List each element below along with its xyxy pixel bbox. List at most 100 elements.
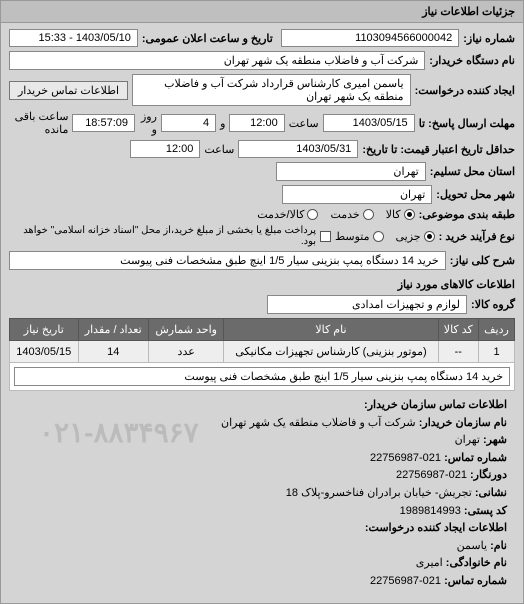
- panel-title: جزئیات اطلاعات نیاز: [422, 6, 515, 18]
- creator-lastname-label: نام خانوادگی:: [446, 557, 507, 569]
- table-row-desc: خرید 14 دستگاه پمپ بنزینی سیار 1/5 اینچ …: [10, 363, 515, 391]
- details-panel: جزئیات اطلاعات نیاز شماره نیاز: 11030945…: [0, 0, 524, 604]
- radio-medium-label: متوسط: [335, 230, 370, 243]
- row-desc-field: خرید 14 دستگاه پمپ بنزینی سیار 1/5 اینچ …: [14, 367, 510, 386]
- creator-section-title: اطلاعات ایجاد کننده درخواست:: [17, 520, 507, 538]
- creator-phone-value: 021-22756987: [370, 575, 441, 587]
- request-number-field: 1103094566000042: [281, 29, 459, 47]
- category-radio-group: کالا خدمت کالا/خدمت: [257, 208, 414, 221]
- day-and-label: روز و: [139, 110, 157, 136]
- row-city: شهر محل تحویل: تهران: [9, 185, 515, 204]
- form-area: شماره نیاز: 1103094566000042 تاریخ و ساع…: [1, 23, 523, 603]
- cell-code: --: [438, 341, 479, 363]
- buyer-org-field: شرکت آب و فاضلاب منطقه یک شهر تهران: [9, 51, 425, 70]
- radio-goods-icon: [404, 209, 415, 220]
- col-code: کد کالا: [438, 319, 479, 341]
- row-deadline: مهلت ارسال پاسخ: تا 1403/05/15 ساعت 12:0…: [9, 110, 515, 136]
- deadline-label: مهلت ارسال پاسخ: تا: [419, 117, 515, 130]
- time-label-2: ساعت: [204, 143, 234, 156]
- items-table: ردیف کد کالا نام کالا واحد شمارش تعداد /…: [9, 318, 515, 391]
- creator-lastname-line: نام خانوادگی: امیری: [17, 555, 507, 573]
- desc-field: خرید 14 دستگاه پمپ بنزینی سیار 1/5 اینچ …: [9, 251, 446, 270]
- buyer-org-label: نام دستگاه خریدار:: [429, 54, 515, 67]
- province-label: استان محل تسلیم:: [430, 165, 515, 178]
- cell-unit: عدد: [148, 341, 224, 363]
- radio-service-label: خدمت: [330, 208, 359, 221]
- col-unit: واحد شمارش: [148, 319, 224, 341]
- cell-idx: 1: [479, 341, 515, 363]
- radio-goods-service[interactable]: کالا/خدمت: [257, 208, 318, 221]
- public-date-field: 1403/05/10 - 15:33: [9, 29, 138, 47]
- radio-service[interactable]: خدمت: [330, 208, 373, 221]
- row-group: گروه کالا: لوازم و تجهیزات امدادی: [9, 295, 515, 314]
- radio-small-icon: [424, 231, 435, 242]
- deadline-time-field: 12:00: [229, 114, 284, 132]
- cell-date: 1403/05/15: [10, 341, 79, 363]
- city-field: تهران: [282, 185, 432, 204]
- radio-service-icon: [363, 209, 374, 220]
- validity-label: حداقل تاریخ اعتبار قیمت: تا تاریخ:: [362, 143, 515, 156]
- cell-qty: 14: [78, 341, 148, 363]
- contact-phone-label: شماره تماس:: [444, 452, 507, 464]
- creator-name-line: نام: یاسمن: [17, 538, 507, 556]
- row-category: طبقه بندی موضوعی: کالا خدمت کالا/خدمت: [9, 208, 515, 221]
- process-label: نوع فرآیند خرید :: [439, 230, 515, 243]
- process-radio-group: جزیی متوسط: [335, 230, 435, 243]
- contact-org-label: نام سازمان خریدار:: [419, 417, 507, 429]
- col-date: تاریخ نیاز: [10, 319, 79, 341]
- col-idx: ردیف: [479, 319, 515, 341]
- row-request-number: شماره نیاز: 1103094566000042 تاریخ و ساع…: [9, 29, 515, 47]
- city-label: شهر محل تحویل:: [436, 188, 515, 201]
- row-validity: حداقل تاریخ اعتبار قیمت: تا تاریخ: 1403/…: [9, 140, 515, 158]
- table-header-row: ردیف کد کالا نام کالا واحد شمارش تعداد /…: [10, 319, 515, 341]
- remaining-label: ساعت باقی مانده: [9, 110, 68, 136]
- contact-fax-label: دورنگار:: [470, 469, 507, 481]
- process-note: پرداخت مبلغ یا بخشی از مبلغ خرید،از محل …: [9, 225, 316, 247]
- contact-address-value: تجریش- خیابان برادران فناخسرو-پلاک 18: [286, 487, 472, 499]
- watermark-phone: ۰۲۱-۸۸۳۴۹۶۷: [39, 411, 199, 456]
- col-qty: تعداد / مقدار: [78, 319, 148, 341]
- creator-name-label: نام:: [490, 540, 507, 552]
- category-label: طبقه بندی موضوعی:: [419, 208, 515, 221]
- items-section-title: اطلاعات کالاهای مورد نیاز: [9, 278, 515, 291]
- group-field: لوازم و تجهیزات امدادی: [267, 295, 467, 314]
- remaining-time-field: 18:57:09: [72, 114, 135, 132]
- creator-phone-label: شماره تماس:: [444, 575, 507, 587]
- contact-address-line: نشانی: تجریش- خیابان برادران فناخسرو-پلا…: [17, 485, 507, 503]
- row-desc-cell: خرید 14 دستگاه پمپ بنزینی سیار 1/5 اینچ …: [10, 363, 515, 391]
- creator-name-value: یاسمن: [457, 540, 487, 552]
- cell-name: (موتور بنزینی) کارشناس تجهیزات مکانیکی: [224, 341, 438, 363]
- creator-lastname-value: امیری: [416, 557, 443, 569]
- radio-goods[interactable]: کالا: [386, 208, 415, 221]
- panel-header: جزئیات اطلاعات نیاز: [1, 1, 523, 23]
- and-label: و: [220, 117, 225, 130]
- time-label-1: ساعت: [289, 117, 319, 130]
- radio-goods-label: کالا: [386, 208, 401, 221]
- group-label: گروه کالا:: [471, 298, 515, 311]
- creator-label: ایجاد کننده درخواست:: [415, 84, 515, 97]
- col-name: نام کالا: [224, 319, 438, 341]
- treasury-checkbox[interactable]: [320, 231, 331, 242]
- radio-small[interactable]: جزیی: [396, 230, 435, 243]
- row-desc: شرح کلی نیاز: خرید 14 دستگاه پمپ بنزینی …: [9, 251, 515, 270]
- radio-goods-service-icon: [307, 209, 318, 220]
- row-creator: ایجاد کننده درخواست: یاسمن امیری کارشناس…: [9, 74, 515, 106]
- contact-city-label: شهر:: [483, 434, 507, 446]
- request-number-label: شماره نیاز:: [463, 32, 515, 45]
- remaining-days-field: 4: [161, 114, 216, 132]
- contact-fax-line: دورنگار: 021-22756987: [17, 467, 507, 485]
- contact-area: اطلاعات تماس سازمان خریدار: نام سازمان خ…: [9, 391, 515, 597]
- contact-info-button[interactable]: اطلاعات تماس خریدار: [9, 81, 128, 100]
- radio-goods-service-label: کالا/خدمت: [257, 208, 304, 221]
- validity-time-field: 12:00: [130, 140, 200, 158]
- contact-address-label: نشانی:: [475, 487, 507, 499]
- contact-fax-value: 021-22756987: [396, 469, 467, 481]
- public-date-label: تاریخ و ساعت اعلان عمومی:: [142, 32, 273, 45]
- deadline-date-field: 1403/05/15: [323, 114, 415, 132]
- row-process: نوع فرآیند خرید : جزیی متوسط پرداخت مبلغ…: [9, 225, 515, 247]
- province-field: تهران: [276, 162, 426, 181]
- row-buyer-org: نام دستگاه خریدار: شرکت آب و فاضلاب منطق…: [9, 51, 515, 70]
- contact-postal-value: 1989814993: [400, 505, 461, 517]
- row-province: استان محل تسلیم: تهران: [9, 162, 515, 181]
- radio-medium[interactable]: متوسط: [335, 230, 384, 243]
